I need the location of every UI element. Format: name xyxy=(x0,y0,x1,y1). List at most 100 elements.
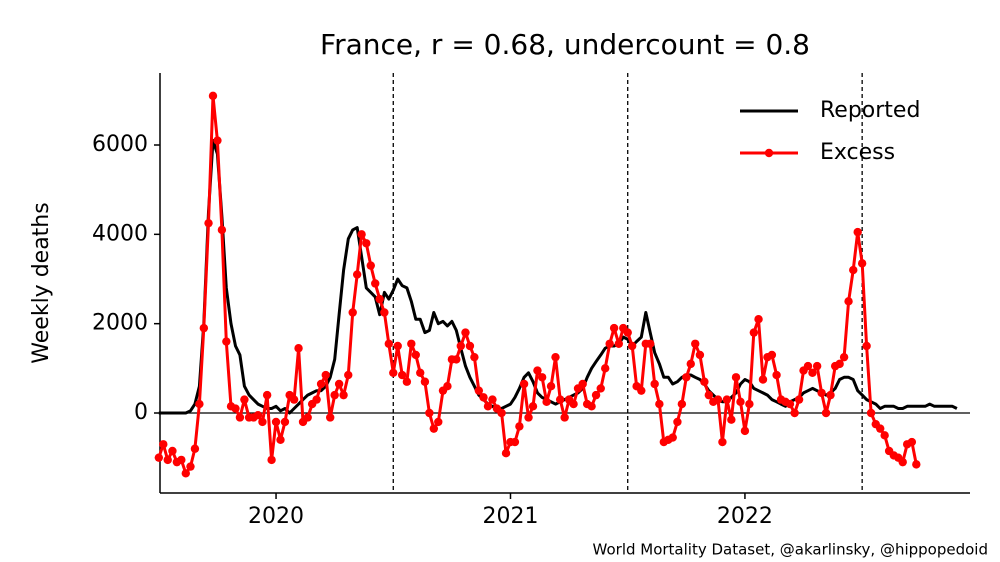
data-point xyxy=(745,399,754,409)
data-point xyxy=(668,433,677,442)
data-point xyxy=(880,431,889,440)
data-point xyxy=(344,370,353,380)
data-point xyxy=(416,368,425,378)
data-point xyxy=(330,390,339,400)
data-point xyxy=(722,395,732,404)
data-point xyxy=(470,352,479,362)
data-point xyxy=(898,457,907,467)
y-tick-label: 0 xyxy=(134,400,148,425)
data-point xyxy=(551,352,560,362)
data-point xyxy=(578,379,587,389)
data-point xyxy=(402,377,412,386)
data-point xyxy=(181,469,190,478)
data-point xyxy=(501,449,511,458)
data-point xyxy=(736,397,745,407)
data-point xyxy=(366,261,375,270)
data-point xyxy=(289,395,299,404)
data-point xyxy=(844,297,853,306)
chart-title: France, r = 0.68, undercount = 0.8 xyxy=(320,28,810,61)
data-point xyxy=(357,230,366,239)
data-point xyxy=(876,424,885,433)
data-point xyxy=(609,323,619,333)
legend-label: Excess xyxy=(820,140,895,165)
data-point xyxy=(199,323,209,333)
data-point xyxy=(727,415,736,424)
data-point xyxy=(267,455,276,465)
data-point xyxy=(168,446,177,456)
data-point xyxy=(443,382,452,391)
data-point xyxy=(465,341,475,351)
data-point xyxy=(204,218,213,228)
data-point xyxy=(655,399,664,409)
data-point xyxy=(389,368,398,378)
data-point xyxy=(474,386,484,395)
data-point xyxy=(429,424,439,433)
data-point xyxy=(812,361,822,371)
data-point xyxy=(835,359,844,369)
data-point xyxy=(488,395,497,404)
data-point xyxy=(434,417,443,427)
data-point xyxy=(407,339,416,348)
y-tick-label: 4000 xyxy=(92,221,148,246)
data-point xyxy=(673,417,682,427)
data-point xyxy=(483,402,493,411)
data-point xyxy=(637,386,646,395)
data-point xyxy=(713,395,723,404)
data-point xyxy=(677,399,687,409)
source-note: World Mortality Dataset, @akarlinsky, @h… xyxy=(593,541,988,559)
data-point xyxy=(312,395,321,404)
series-line xyxy=(157,94,918,475)
data-point xyxy=(704,390,714,400)
data-point xyxy=(276,435,285,445)
data-point xyxy=(866,408,876,418)
data-point xyxy=(515,422,524,431)
data-point xyxy=(907,437,917,447)
data-point xyxy=(217,225,227,235)
data-point xyxy=(569,399,578,409)
data-point xyxy=(533,366,542,375)
data-point xyxy=(542,397,551,407)
data-point xyxy=(853,227,862,237)
data-point xyxy=(731,373,741,382)
data-point xyxy=(587,402,596,411)
data-point xyxy=(772,370,781,380)
data-point xyxy=(222,337,231,346)
data-point xyxy=(326,413,335,422)
data-point xyxy=(384,339,394,348)
data-point xyxy=(208,91,218,101)
data-point xyxy=(826,390,835,400)
data-point xyxy=(718,437,727,447)
data-point xyxy=(817,388,826,398)
data-point xyxy=(397,370,407,380)
data-point xyxy=(348,308,357,317)
data-point xyxy=(912,460,921,469)
data-point xyxy=(528,402,538,411)
data-point xyxy=(163,455,172,465)
y-axis-label: Weekly deaths xyxy=(29,202,54,363)
data-point xyxy=(524,413,533,422)
data-point xyxy=(420,377,430,386)
data-point xyxy=(371,279,380,288)
data-point xyxy=(758,375,768,384)
data-point xyxy=(262,390,272,400)
data-point xyxy=(316,379,326,389)
data-point xyxy=(749,328,759,337)
data-point xyxy=(213,136,222,145)
data-point xyxy=(380,308,389,317)
data-point xyxy=(560,413,569,422)
data-point xyxy=(623,328,632,337)
x-tick-label: 2020 xyxy=(248,504,304,529)
data-point xyxy=(258,417,267,427)
data-point xyxy=(456,341,465,351)
data-point xyxy=(695,350,705,360)
data-point xyxy=(546,382,556,391)
data-point xyxy=(519,379,529,389)
data-point xyxy=(605,339,614,348)
data-point xyxy=(195,399,204,409)
data-point xyxy=(591,390,601,400)
data-point xyxy=(614,339,624,348)
data-point xyxy=(154,453,164,462)
legend-marker xyxy=(764,148,774,158)
x-tick-label: 2021 xyxy=(482,504,538,529)
